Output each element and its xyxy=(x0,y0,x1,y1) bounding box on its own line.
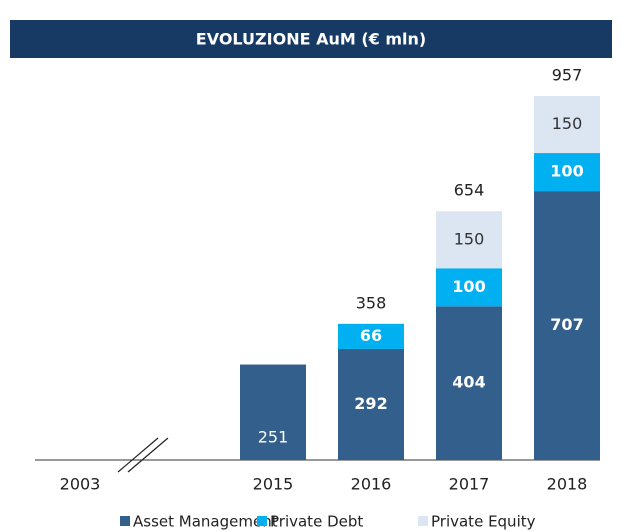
data-label: 292 xyxy=(354,394,387,413)
bar-segment xyxy=(338,323,404,349)
bar-segment xyxy=(436,306,502,460)
axis-break xyxy=(117,437,169,473)
legend-label: Private Debt xyxy=(270,513,363,531)
total-label: 358 xyxy=(356,293,387,312)
x-tick-label: 2016 xyxy=(351,475,392,494)
x-tick-label: 2003 xyxy=(60,475,101,494)
data-label: 100 xyxy=(550,162,583,181)
x-tick-label: 2017 xyxy=(449,475,490,494)
data-label: 404 xyxy=(452,373,485,392)
data-label: 150 xyxy=(552,114,583,133)
x-tick-label: 2015 xyxy=(253,475,294,494)
legend-swatch xyxy=(120,516,130,526)
bar-segment xyxy=(436,268,502,307)
bar-segment xyxy=(436,211,502,269)
bar-segment xyxy=(240,364,306,460)
bar-segment xyxy=(534,153,600,192)
legend-label: Private Equity xyxy=(431,513,536,531)
x-tick-label: 2018 xyxy=(547,475,588,494)
data-label: 150 xyxy=(454,229,485,248)
bar-segment xyxy=(534,191,600,461)
bar-segment xyxy=(338,348,404,460)
legend-label: Asset Management xyxy=(133,513,278,531)
bar-segment xyxy=(534,96,600,154)
data-label: 66 xyxy=(360,326,382,345)
total-label: 957 xyxy=(552,66,583,85)
data-label: 707 xyxy=(550,315,583,334)
legend-swatch xyxy=(418,516,428,526)
data-label: 100 xyxy=(452,277,485,296)
legend-swatch xyxy=(257,516,267,526)
data-label: 251 xyxy=(258,428,289,447)
title-banner xyxy=(10,20,612,58)
chart-title: EVOLUZIONE AuM (€ mln) xyxy=(196,30,426,49)
total-label: 654 xyxy=(454,181,485,200)
